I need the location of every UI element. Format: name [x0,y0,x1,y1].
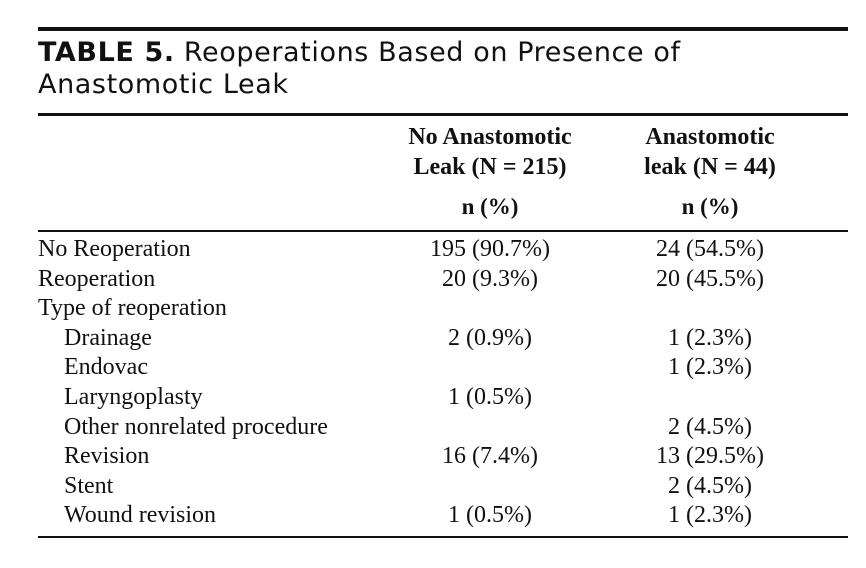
column-header-line: Leak (N = 215) [413,154,567,180]
column-unit-leak: n (%) [681,194,739,219]
column-unit-no-leak: n (%) [461,194,519,219]
table-row: Drainage 2 (0.9%) 1 (2.3%) [38,324,848,354]
column-header-line: leak (N = 44) [644,154,776,180]
cell-no-leak: 1 (0.5%) [448,383,532,410]
row-label: Stent [64,472,114,499]
column-header-no-leak: No Anastomotic Leak (N = 215) [380,122,600,182]
row-label: Drainage [64,324,152,351]
table-row: Wound revision 1 (0.5%) 1 (2.3%) [38,501,848,531]
top-rule [38,27,848,31]
header-rule [38,113,848,116]
table-row: Type of reoperation [38,294,848,324]
column-header-line: No Anastomotic [408,124,572,150]
table-caption: TABLE 5. Reoperations Based on Presence … [38,37,850,101]
table-row: Stent 2 (4.5%) [38,472,848,502]
cell-leak: 2 (4.5%) [668,413,752,440]
cell-leak: 1 (2.3%) [668,324,752,351]
cell-no-leak: 195 (90.7%) [430,236,550,262]
table-row: No Reoperation 195 (90.7%) 24 (54.5%) [38,235,848,265]
row-label: Other nonrelated procedure [64,413,328,440]
row-label: No Reoperation [38,236,191,262]
caption-text: Reoperations Based on Presence of Anasto… [38,37,681,100]
cell-no-leak: 2 (0.9%) [448,324,532,351]
bottom-rule [38,536,848,538]
row-label: Revision [64,443,150,470]
table-row: Revision 16 (7.4%) 13 (29.5%) [38,442,848,472]
subheader-rule [38,230,848,232]
caption-label: TABLE 5. [38,37,175,68]
row-label: Laryngoplasty [64,383,203,410]
table-body: No Reoperation 195 (90.7%) 24 (54.5%) Reope… [38,235,848,531]
cell-no-leak: 20 (9.3%) [442,265,538,292]
row-label: Type of reoperation [38,295,227,322]
cell-leak: 2 (4.5%) [668,472,752,499]
cell-no-leak: 1 (0.5%) [448,502,532,529]
table-row: Endovac 1 (2.3%) [38,353,848,383]
table-row: Reoperation 20 (9.3%) 20 (45.5%) [38,265,848,295]
column-header-line: Anastomotic [645,124,775,150]
table-row: Laryngoplasty 1 (0.5%) [38,383,848,413]
row-label: Reoperation [38,265,156,292]
row-label: Wound revision [64,502,217,529]
table-row: Other nonrelated procedure 2 (4.5%) [38,413,848,443]
cell-leak: 24 (54.5%) [656,236,764,262]
cell-leak: 13 (29.5%) [656,443,764,470]
cell-no-leak: 16 (7.4%) [442,443,538,470]
row-label: Endovac [64,354,148,381]
cell-leak: 1 (2.3%) [668,354,752,381]
cell-leak: 20 (45.5%) [656,265,764,292]
column-header-leak: Anastomotic leak (N = 44) [610,122,810,182]
cell-leak: 1 (2.3%) [668,502,752,529]
